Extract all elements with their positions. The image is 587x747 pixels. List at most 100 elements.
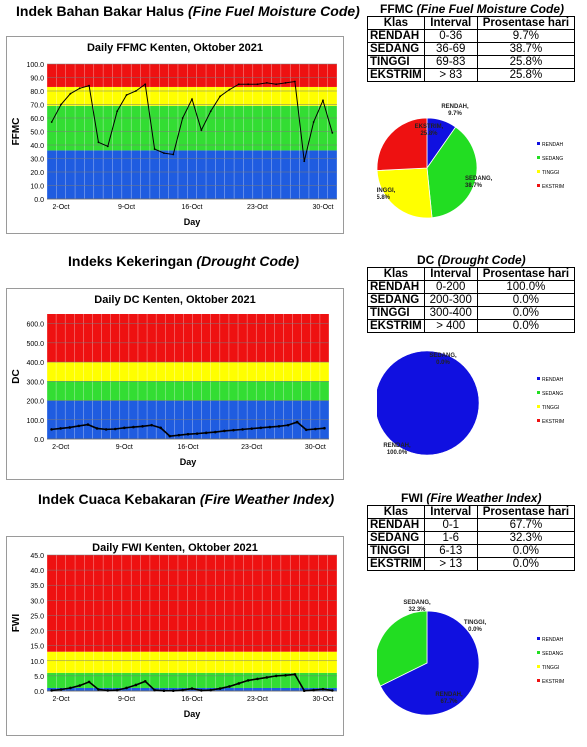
ffmc-title-italic: (Fine Fuel Moisture Code)	[187, 3, 360, 19]
band-ekstrim	[47, 555, 337, 652]
pie-data-label: RENDAH, 100.0%	[383, 443, 411, 456]
data-point	[265, 82, 268, 84]
data-point	[134, 90, 137, 92]
y-tick-label: 50.0	[30, 130, 44, 137]
y-tick-label: 0.0	[34, 689, 44, 696]
y-axis-title: DC	[11, 369, 22, 383]
data-point	[106, 689, 110, 692]
data-point	[314, 427, 317, 431]
pie-data-label-line: RENDAH,	[435, 692, 463, 698]
data-point	[59, 688, 63, 691]
y-tick-label: 0.0	[34, 437, 44, 444]
dc-table-title: DC (Drought Code)	[417, 253, 526, 267]
data-point	[116, 110, 119, 113]
table-cell: RENDAH	[367, 518, 425, 532]
data-point	[162, 689, 166, 692]
table-cell: 25.8%	[476, 55, 576, 69]
data-point	[150, 423, 153, 427]
legend-swatch-sedang	[537, 391, 540, 394]
table-header-cell: Interval	[423, 505, 478, 519]
chart-title: Daily FWI Kenten, Oktober 2021	[92, 542, 258, 554]
table-cell: RENDAH	[367, 29, 425, 43]
pie-slice-rendah	[379, 610, 480, 716]
pie-data-label-line: 0.0%	[468, 627, 482, 633]
y-tick-label: 40.0	[30, 143, 44, 150]
legend-swatch-tinggi	[537, 170, 540, 173]
x-tick-label: 9-Oct	[118, 204, 135, 211]
table-row: RENDAH 0-36 9.7%	[367, 29, 576, 43]
y-tick-label: 100.0	[26, 62, 44, 69]
data-point	[331, 131, 334, 134]
fwi-title-text: Indek Cuaca Kebakaran	[38, 491, 200, 507]
data-point	[256, 677, 259, 681]
pie-data-label: RENDAH, 9.7%	[441, 104, 469, 117]
legend-label: RENDAH	[542, 377, 564, 383]
pie-data-label: SEDANG, 0.0%	[429, 353, 457, 366]
data-point	[228, 685, 231, 688]
data-point	[97, 688, 100, 691]
data-point	[200, 129, 203, 132]
data-point	[113, 427, 117, 431]
data-point	[181, 117, 184, 119]
table-cell: 0.0%	[476, 319, 576, 333]
data-point	[153, 148, 156, 150]
legend-swatch-sedang	[537, 156, 540, 159]
data-point	[250, 427, 253, 430]
data-point	[87, 680, 91, 684]
table-row: EKSTRIM > 400 0.0%	[367, 319, 576, 333]
data-point	[295, 420, 299, 424]
data-point	[241, 428, 244, 431]
table-row: TINGGI 6-13 0.0%	[367, 544, 576, 558]
table-cell: 0.0%	[476, 293, 576, 307]
x-tick-label: 16-Oct	[181, 696, 202, 703]
table-cell: SEDANG	[367, 42, 425, 56]
dc-section-title: Indeks Kekeringan (Drought Code)	[68, 253, 299, 269]
table-cell: TINGGI	[367, 306, 425, 320]
data-point	[68, 426, 72, 429]
y-tick-label: 400.0	[26, 360, 44, 367]
legend-label: TINGGI	[542, 170, 559, 176]
table-row: SEDANG 1-6 32.3%	[367, 531, 576, 545]
data-point	[123, 426, 126, 430]
x-tick-label: 2-Oct	[52, 204, 69, 211]
pie-data-label-line: SEDANG,	[403, 600, 431, 606]
x-axis-title: Day	[184, 217, 201, 227]
table-header-cell: Prosentase hari	[476, 505, 576, 519]
pie-data-label: TINGGI,25.8%	[377, 188, 396, 201]
dc-title-text: Indeks Kekeringan	[68, 253, 197, 269]
legend-swatch-ekstrim	[537, 679, 540, 682]
data-point	[237, 83, 240, 86]
pie-data-label-line: SEDANG,	[429, 353, 457, 359]
data-point	[159, 426, 163, 430]
data-point	[237, 682, 241, 685]
legend-swatch-ekstrim	[537, 184, 540, 187]
x-tick-label: 30-Oct	[305, 444, 326, 451]
pie-data-label: TINGGI, 0.0%	[464, 620, 487, 633]
pie-data-label-line: 38.7%	[465, 183, 483, 189]
table-cell: SEDANG	[367, 531, 425, 545]
pie-slice-tinggi	[377, 167, 433, 219]
data-point	[209, 110, 212, 113]
band-sedang	[47, 381, 329, 401]
band-tinggi	[47, 86, 337, 106]
y-tick-label: 10.0	[30, 184, 44, 191]
data-point	[312, 688, 315, 692]
x-axis-title: Day	[180, 457, 197, 467]
data-point	[78, 87, 81, 90]
ffmc-chart: Daily FFMC Kenten, Oktober 2021 0.0 10.0 20…	[6, 36, 344, 234]
table-row: EKSTRIM > 13 0.0%	[367, 557, 576, 571]
fwi-pie-chart: RENDAH, 67.7% SEDANG, 32.3% TINGGI, 0.0% RENDA…	[377, 600, 564, 716]
chart-title: Daily FFMC Kenten, Oktober 2021	[87, 42, 263, 54]
y-tick-label: 100.0	[26, 418, 44, 425]
data-point	[218, 687, 222, 690]
y-tick-label: 45.0	[30, 553, 44, 560]
data-point	[321, 687, 325, 691]
data-point	[294, 80, 296, 83]
data-point	[246, 679, 250, 682]
pie-data-label-line: RENDAH,	[383, 443, 411, 449]
legend-label: TINGGI	[542, 405, 559, 411]
table-cell: EKSTRIM	[367, 557, 425, 571]
table-header-row: Klas Interval Prosentase hari	[367, 505, 576, 519]
table-header-cell: Klas	[367, 505, 425, 519]
legend-swatch-rendah	[537, 142, 540, 145]
